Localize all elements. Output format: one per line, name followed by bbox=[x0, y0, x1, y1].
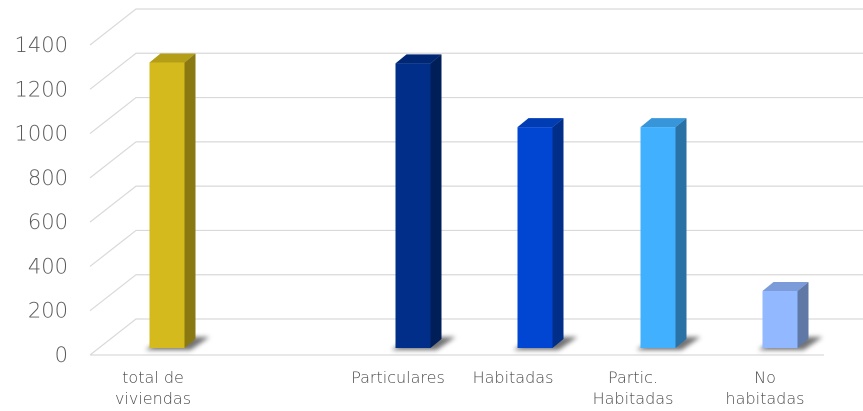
bar-front bbox=[517, 127, 553, 349]
y-tick-label: 800 bbox=[28, 166, 68, 190]
bar-top bbox=[395, 54, 442, 64]
y-tick-label: 600 bbox=[28, 210, 68, 234]
gridline bbox=[89, 52, 863, 90]
x-category-label-line: Partic. bbox=[608, 368, 658, 387]
gridline bbox=[89, 96, 863, 135]
bar bbox=[391, 54, 456, 350]
bar-top bbox=[517, 118, 564, 128]
bar-front bbox=[149, 62, 185, 348]
y-axis-ticks: 0 200 400 600 800 1000 1200 1400 bbox=[15, 33, 68, 367]
bar-top bbox=[762, 282, 809, 291]
bar bbox=[758, 282, 823, 350]
gridline bbox=[89, 274, 863, 312]
bar-side bbox=[675, 118, 687, 349]
y-tick-label: 1200 bbox=[15, 77, 68, 101]
gridline bbox=[89, 318, 863, 356]
x-category-label: total de viviendas bbox=[115, 368, 191, 408]
x-category-label-line: viviendas bbox=[115, 389, 191, 408]
gridlines bbox=[89, 8, 863, 356]
y-tick-label: 200 bbox=[28, 299, 68, 323]
x-category-label-line: total de bbox=[122, 368, 184, 387]
bars bbox=[145, 53, 823, 350]
bar-side bbox=[430, 54, 442, 348]
x-category-label-line: Habitadas bbox=[473, 368, 554, 387]
x-category-label: No habitadas bbox=[726, 368, 805, 408]
bar bbox=[513, 118, 578, 350]
x-category-label-line: habitadas bbox=[726, 389, 805, 408]
gridline bbox=[89, 8, 863, 46]
bar bbox=[145, 53, 210, 350]
x-category-label: Habitadas bbox=[473, 368, 554, 387]
x-category-label-line: No bbox=[754, 368, 776, 387]
bar-top bbox=[640, 118, 687, 128]
y-tick-label: 1000 bbox=[15, 122, 68, 146]
bar-top bbox=[149, 53, 196, 63]
y-tick-label: 400 bbox=[28, 254, 68, 278]
x-category-label: Particulares bbox=[351, 368, 445, 387]
x-category-label-line: Habitadas bbox=[593, 389, 674, 408]
bar bbox=[636, 118, 701, 350]
gridline bbox=[89, 229, 863, 267]
bar-front bbox=[762, 291, 798, 348]
bar-side bbox=[797, 282, 809, 348]
y-tick-label: 0 bbox=[55, 343, 68, 367]
gridline bbox=[89, 141, 863, 179]
x-category-label-line: Particulares bbox=[351, 368, 445, 387]
gridline bbox=[89, 185, 863, 223]
bar-front bbox=[640, 127, 676, 349]
bar-side bbox=[184, 53, 196, 348]
bar-side bbox=[552, 118, 564, 349]
y-tick-label: 1400 bbox=[15, 33, 68, 57]
x-category-label: Partic. Habitadas bbox=[593, 368, 674, 408]
bar-front bbox=[395, 63, 431, 348]
